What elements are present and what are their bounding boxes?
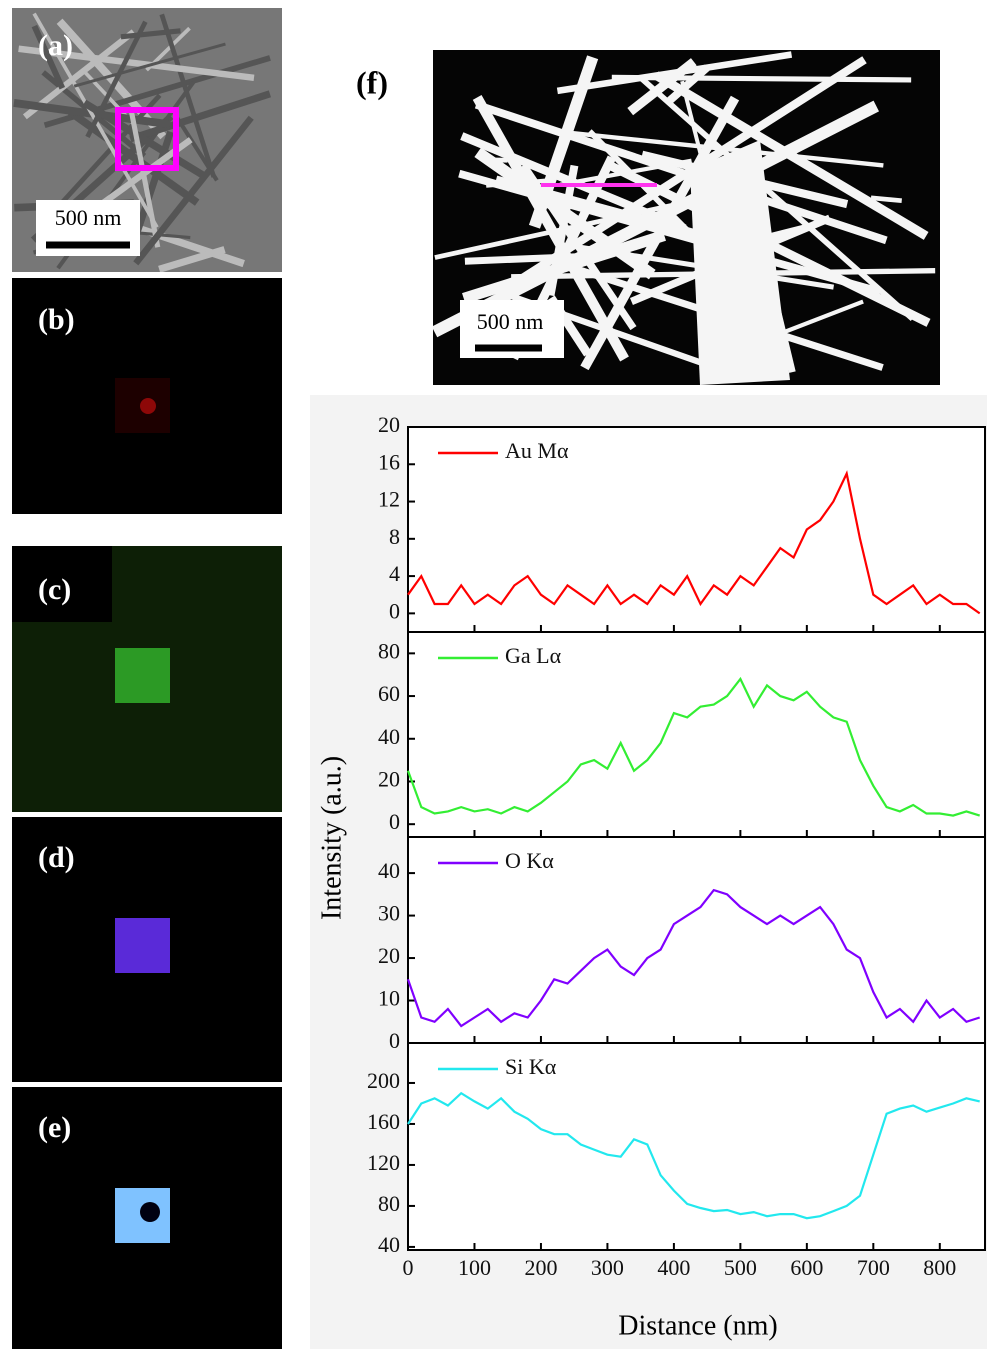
x-tick-label: 600 — [790, 1255, 823, 1280]
x-tick-label: 200 — [524, 1255, 557, 1280]
y-tick-label: 30 — [378, 901, 400, 926]
y-tick-label: 160 — [367, 1109, 400, 1134]
y-tick-label: 80 — [378, 638, 400, 663]
y-tick-label: 12 — [378, 487, 400, 512]
figure: 500 nm 500 nm (a) (b) (c) (d) (e) (f) Di… — [0, 0, 987, 1349]
panel-label: (e) — [38, 1111, 71, 1144]
x-tick-label: 0 — [403, 1255, 414, 1280]
scale-label: 500 nm — [477, 309, 544, 334]
legend-label: O Kα — [505, 848, 554, 873]
y-tick-label: 20 — [378, 412, 400, 437]
y-tick-label: 0 — [389, 1028, 400, 1053]
x-tick-label: 800 — [923, 1255, 956, 1280]
panel-label: (c) — [38, 573, 71, 606]
x-tick-label: 300 — [591, 1255, 624, 1280]
map-hole — [140, 1202, 160, 1222]
y-tick-label: 40 — [378, 858, 400, 883]
x-tick-label: 100 — [458, 1255, 491, 1280]
panel-label: (f) — [356, 64, 388, 100]
y-tick-label: 60 — [378, 681, 400, 706]
y-tick-label: 20 — [378, 767, 400, 792]
y-tick-label: 120 — [367, 1150, 400, 1175]
plot-area — [408, 837, 985, 1043]
y-axis-label: Intensity (a.u.) — [316, 756, 347, 920]
plot-area — [408, 632, 985, 837]
y-tick-label: 0 — [389, 809, 400, 834]
y-tick-label: 40 — [378, 1232, 400, 1257]
panel-label: (b) — [38, 303, 75, 336]
x-tick-label: 400 — [657, 1255, 690, 1280]
y-tick-label: 200 — [367, 1068, 400, 1093]
y-tick-label: 10 — [378, 986, 400, 1011]
y-tick-label: 80 — [378, 1191, 400, 1216]
plot-area — [408, 1043, 985, 1250]
y-tick-label: 8 — [389, 524, 400, 549]
panel-label: (d) — [38, 841, 75, 874]
plot-area — [408, 427, 985, 632]
map-area — [115, 378, 170, 433]
y-tick-label: 40 — [378, 724, 400, 749]
x-axis-label: Distance (nm) — [618, 1310, 777, 1341]
nanowire — [871, 198, 902, 201]
y-tick-label: 20 — [378, 943, 400, 968]
map-area — [115, 918, 170, 973]
y-tick-label: 16 — [378, 449, 400, 474]
y-tick-label: 4 — [389, 561, 400, 586]
y-tick-label: 0 — [389, 598, 400, 623]
panel-label: (a) — [38, 29, 73, 62]
x-tick-label: 700 — [857, 1255, 890, 1280]
nanowire — [612, 77, 911, 80]
map-area — [115, 648, 170, 703]
scale-label: 500 nm — [55, 205, 122, 230]
legend-label: Ga Lα — [505, 643, 562, 668]
x-tick-label: 500 — [724, 1255, 757, 1280]
legend-label: Au Mα — [505, 438, 569, 463]
legend-label: Si Kα — [505, 1054, 557, 1079]
